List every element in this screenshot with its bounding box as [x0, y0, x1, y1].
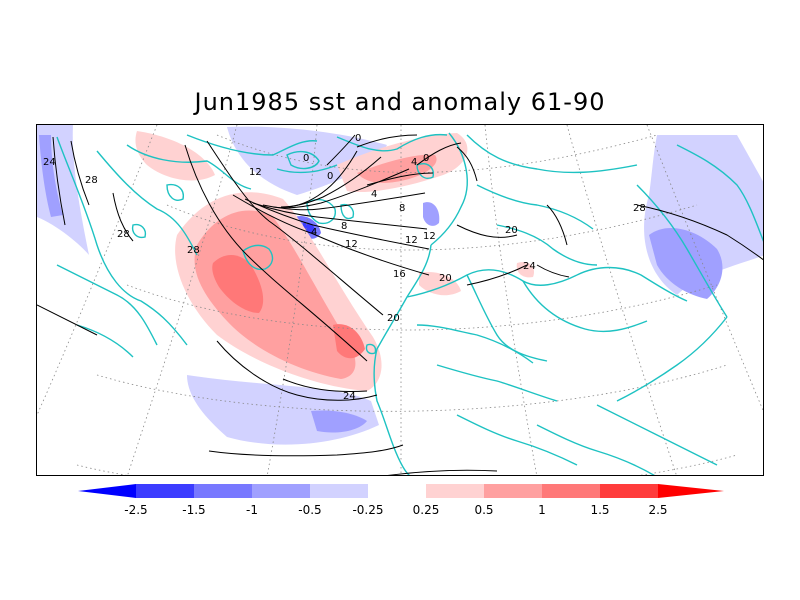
colorbar-swatch: [136, 484, 194, 498]
contour-label: 12: [423, 231, 436, 242]
contour-label: 24: [43, 157, 56, 168]
colorbar-swatch: [252, 484, 310, 498]
contour-label: 12: [405, 235, 418, 246]
contour-label: 0: [355, 133, 361, 144]
contour-label: 4: [411, 157, 417, 168]
colorbar-swatch: [542, 484, 600, 498]
colorbar-label: 1: [538, 503, 546, 517]
neg-anomaly-west-strip: [39, 135, 63, 217]
colorbar-swatch: [426, 484, 484, 498]
colorbar-swatches: [78, 484, 724, 498]
neg-anomaly-east-mid: [649, 227, 723, 299]
contour-label: 0: [327, 171, 333, 182]
pos-anomaly-main-strong: [212, 254, 264, 313]
anomaly-shading: [37, 125, 763, 445]
colorbar-label: 2.5: [648, 503, 667, 517]
contour-label: 4: [311, 227, 317, 238]
pos-anomaly-north-mid: [357, 154, 437, 183]
pos-anomaly-coast-strong: [333, 324, 365, 359]
contour-label: 0: [303, 153, 309, 164]
contour-label: 4: [371, 189, 377, 200]
map-title: Jun1985 sst and anomaly 61-90: [194, 88, 606, 116]
colorbar-label: -1: [246, 503, 258, 517]
contour-label: 12: [249, 167, 262, 178]
contour-label: 0: [423, 153, 429, 164]
contour-label: 8: [399, 203, 405, 214]
contour-label: 28: [633, 203, 646, 214]
colorbar-swatch: [484, 484, 542, 498]
colorbar-swatch: [600, 484, 658, 498]
neg-anomaly-baltic: [423, 202, 440, 226]
coastlines: [56, 132, 763, 475]
graticule: [37, 125, 763, 475]
pos-anomaly-main-mid: [194, 210, 356, 379]
contour-label: 28: [117, 229, 130, 240]
colorbar-label: -1.5: [182, 503, 205, 517]
contour-label: 28: [85, 175, 98, 186]
contour-label: 20: [439, 273, 452, 284]
contour-label: 24: [343, 391, 356, 402]
contour-label: 20: [387, 313, 400, 324]
colorbar-arrow-right: [658, 484, 724, 498]
colorbar-label: -0.5: [298, 503, 321, 517]
map-panel: 24 28 28 28 12 0 0 0 4 0 4 8 4 8 12 12 1…: [36, 124, 764, 476]
contour-label: 16: [393, 269, 406, 280]
colorbar-canvas: -2.5 -1.5 -1 -0.5 -0.25 0.25 0.5 1 1.5 2…: [78, 484, 724, 517]
colorbar-swatch: [368, 484, 426, 498]
contour-label: 8: [341, 221, 347, 232]
colorbar-arrow-left: [78, 484, 136, 498]
pos-anomaly-black-sea: [516, 261, 535, 278]
colorbar-swatch: [194, 484, 252, 498]
colorbar-label: -0.25: [352, 503, 383, 517]
colorbar-label: 1.5: [590, 503, 609, 517]
contour-label: 20: [505, 225, 518, 236]
colorbar-swatch: [310, 484, 368, 498]
sst-contours: [37, 134, 763, 475]
contour-label: 12: [345, 239, 358, 250]
colorbar-labels: -2.5 -1.5 -1 -0.5 -0.25 0.25 0.5 1 1.5 2…: [124, 503, 667, 517]
colorbar-legend: -2.5 -1.5 -1 -0.5 -0.25 0.25 0.5 1 1.5 2…: [78, 484, 724, 524]
map-canvas: 24 28 28 28 12 0 0 0 4 0 4 8 4 8 12 12 1…: [37, 125, 763, 475]
contour-label: 28: [187, 245, 200, 256]
contour-label: 24: [523, 261, 536, 272]
pos-anomaly-arctic-pink: [135, 131, 215, 181]
colorbar-label: 0.25: [413, 503, 440, 517]
neg-anomaly-south-mid: [311, 410, 367, 433]
pos-anomaly-med: [419, 271, 461, 296]
colorbar-label: -2.5: [124, 503, 147, 517]
contour-labels: 24 28 28 28 12 0 0 0 4 0 4 8 4 8 12 12 1…: [43, 133, 646, 402]
colorbar-label: 0.5: [474, 503, 493, 517]
